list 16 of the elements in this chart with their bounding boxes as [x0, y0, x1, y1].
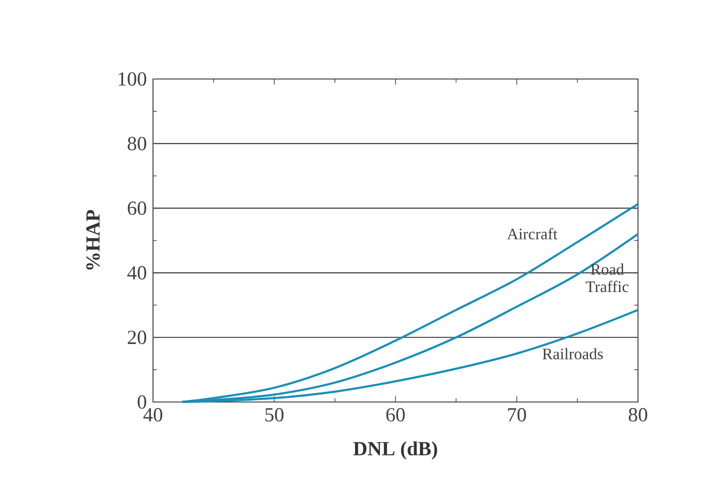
x-tick-label: 70	[508, 408, 526, 422]
x-tick-label: 50	[265, 408, 284, 422]
series-label: Railroads	[542, 348, 603, 360]
y-tick-label: 100	[118, 72, 146, 86]
y-tick-label: 20	[128, 330, 146, 344]
y-tick-label: 40	[127, 266, 146, 280]
x-tick-label: 80	[628, 408, 648, 422]
series-label: Road Traffic	[586, 264, 629, 292]
y-tick-label: 60	[128, 201, 146, 215]
x-tick-label: 60	[386, 408, 405, 422]
x-tick-label: 40	[143, 408, 162, 422]
x-axis-title: DNL (dB)	[353, 441, 438, 460]
y-axis-title: %HAP	[86, 210, 100, 270]
y-tick-label: 80	[128, 136, 146, 150]
series-label: Aircraft	[507, 228, 558, 240]
y-tick-label: 0	[138, 395, 146, 409]
